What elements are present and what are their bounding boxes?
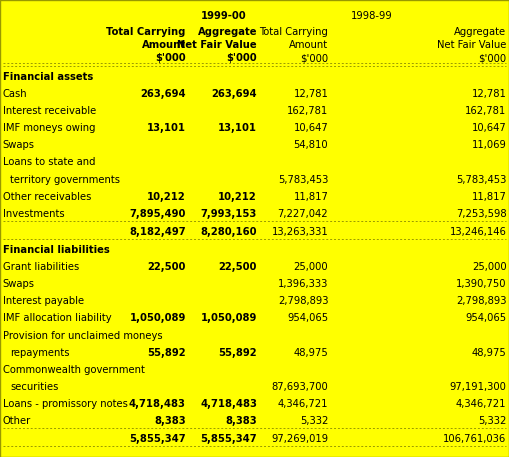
Text: 7,993,153: 7,993,153 [201, 209, 257, 219]
Text: Cash: Cash [3, 89, 27, 99]
Text: 263,694: 263,694 [211, 89, 257, 99]
Text: 106,761,036: 106,761,036 [443, 434, 506, 444]
Text: 5,783,453: 5,783,453 [278, 175, 328, 185]
Text: Investments: Investments [3, 209, 64, 219]
Text: 4,346,721: 4,346,721 [278, 399, 328, 409]
Text: 1,050,089: 1,050,089 [129, 314, 186, 324]
Text: IMF moneys owing: IMF moneys owing [3, 123, 95, 133]
Text: 11,817: 11,817 [293, 191, 328, 202]
Text: Financial liabilities: Financial liabilities [3, 245, 109, 255]
Text: 22,500: 22,500 [219, 262, 257, 272]
Text: Aggregate: Aggregate [455, 27, 506, 37]
Text: 7,895,490: 7,895,490 [129, 209, 186, 219]
Text: 48,975: 48,975 [472, 348, 506, 358]
Text: Provision for unclaimed moneys: Provision for unclaimed moneys [3, 330, 162, 340]
Text: 11,069: 11,069 [471, 140, 506, 150]
Text: Amount: Amount [289, 40, 328, 50]
Text: 5,332: 5,332 [300, 416, 328, 426]
Text: 5,332: 5,332 [478, 416, 506, 426]
Text: 7,253,598: 7,253,598 [456, 209, 506, 219]
Text: Swaps: Swaps [3, 140, 35, 150]
Text: 1999-00: 1999-00 [201, 11, 247, 21]
Text: Grant liabilities: Grant liabilities [3, 262, 79, 272]
Text: 5,855,347: 5,855,347 [129, 434, 186, 444]
Text: 55,892: 55,892 [147, 348, 186, 358]
Text: 2,798,893: 2,798,893 [456, 296, 506, 306]
Text: 87,693,700: 87,693,700 [272, 382, 328, 392]
Text: $'000: $'000 [227, 53, 257, 63]
Text: 5,855,347: 5,855,347 [201, 434, 257, 444]
Text: 48,975: 48,975 [294, 348, 328, 358]
Text: Aggregate: Aggregate [197, 27, 257, 37]
Text: 10,647: 10,647 [294, 123, 328, 133]
Text: Total Carrying: Total Carrying [260, 27, 328, 37]
Text: 13,101: 13,101 [147, 123, 186, 133]
Text: 1,390,750: 1,390,750 [456, 279, 506, 289]
Text: 8,280,160: 8,280,160 [201, 227, 257, 237]
Text: 263,694: 263,694 [140, 89, 186, 99]
Text: 13,101: 13,101 [218, 123, 257, 133]
Text: Total Carrying: Total Carrying [106, 27, 186, 37]
Text: 55,892: 55,892 [218, 348, 257, 358]
Text: Swaps: Swaps [3, 279, 35, 289]
Text: 2,798,893: 2,798,893 [278, 296, 328, 306]
Text: IMF allocation liability: IMF allocation liability [3, 314, 111, 324]
Text: 4,346,721: 4,346,721 [456, 399, 506, 409]
Text: Net Fair Value: Net Fair Value [437, 40, 506, 50]
Text: 25,000: 25,000 [294, 262, 328, 272]
Text: 162,781: 162,781 [465, 106, 506, 116]
Text: 5,783,453: 5,783,453 [456, 175, 506, 185]
Text: 8,182,497: 8,182,497 [129, 227, 186, 237]
Text: 97,269,019: 97,269,019 [271, 434, 328, 444]
Text: 11,817: 11,817 [471, 191, 506, 202]
Text: 8,383: 8,383 [154, 416, 186, 426]
Text: Net Fair Value: Net Fair Value [178, 40, 257, 50]
Text: 954,065: 954,065 [287, 314, 328, 324]
Text: Other: Other [3, 416, 31, 426]
Text: $'000: $'000 [478, 53, 506, 63]
Text: 97,191,300: 97,191,300 [449, 382, 506, 392]
Text: 54,810: 54,810 [294, 140, 328, 150]
Text: territory governments: territory governments [10, 175, 120, 185]
Text: 22,500: 22,500 [148, 262, 186, 272]
Text: 12,781: 12,781 [293, 89, 328, 99]
Text: 12,781: 12,781 [471, 89, 506, 99]
Text: 1998-99: 1998-99 [351, 11, 392, 21]
Text: Loans to state and: Loans to state and [3, 157, 95, 167]
Text: 1,396,333: 1,396,333 [278, 279, 328, 289]
Text: securities: securities [10, 382, 59, 392]
Text: Interest payable: Interest payable [3, 296, 83, 306]
Text: Amount: Amount [142, 40, 186, 50]
Text: Commonwealth government: Commonwealth government [3, 365, 145, 375]
Text: Interest receivable: Interest receivable [3, 106, 96, 116]
Text: 10,212: 10,212 [218, 191, 257, 202]
Text: repayments: repayments [10, 348, 70, 358]
Text: Loans - promissory notes: Loans - promissory notes [3, 399, 127, 409]
Text: 25,000: 25,000 [472, 262, 506, 272]
Text: 13,263,331: 13,263,331 [272, 227, 328, 237]
Text: 10,212: 10,212 [147, 191, 186, 202]
Text: 954,065: 954,065 [465, 314, 506, 324]
Text: 4,718,483: 4,718,483 [129, 399, 186, 409]
Text: 10,647: 10,647 [472, 123, 506, 133]
Text: 8,383: 8,383 [225, 416, 257, 426]
Text: $'000: $'000 [300, 53, 328, 63]
Text: 162,781: 162,781 [287, 106, 328, 116]
Text: Other receivables: Other receivables [3, 191, 91, 202]
Text: 4,718,483: 4,718,483 [200, 399, 257, 409]
Text: 7,227,042: 7,227,042 [278, 209, 328, 219]
Text: 1,050,089: 1,050,089 [201, 314, 257, 324]
Text: 13,246,146: 13,246,146 [449, 227, 506, 237]
Text: Financial assets: Financial assets [3, 72, 93, 82]
Text: $'000: $'000 [155, 53, 186, 63]
